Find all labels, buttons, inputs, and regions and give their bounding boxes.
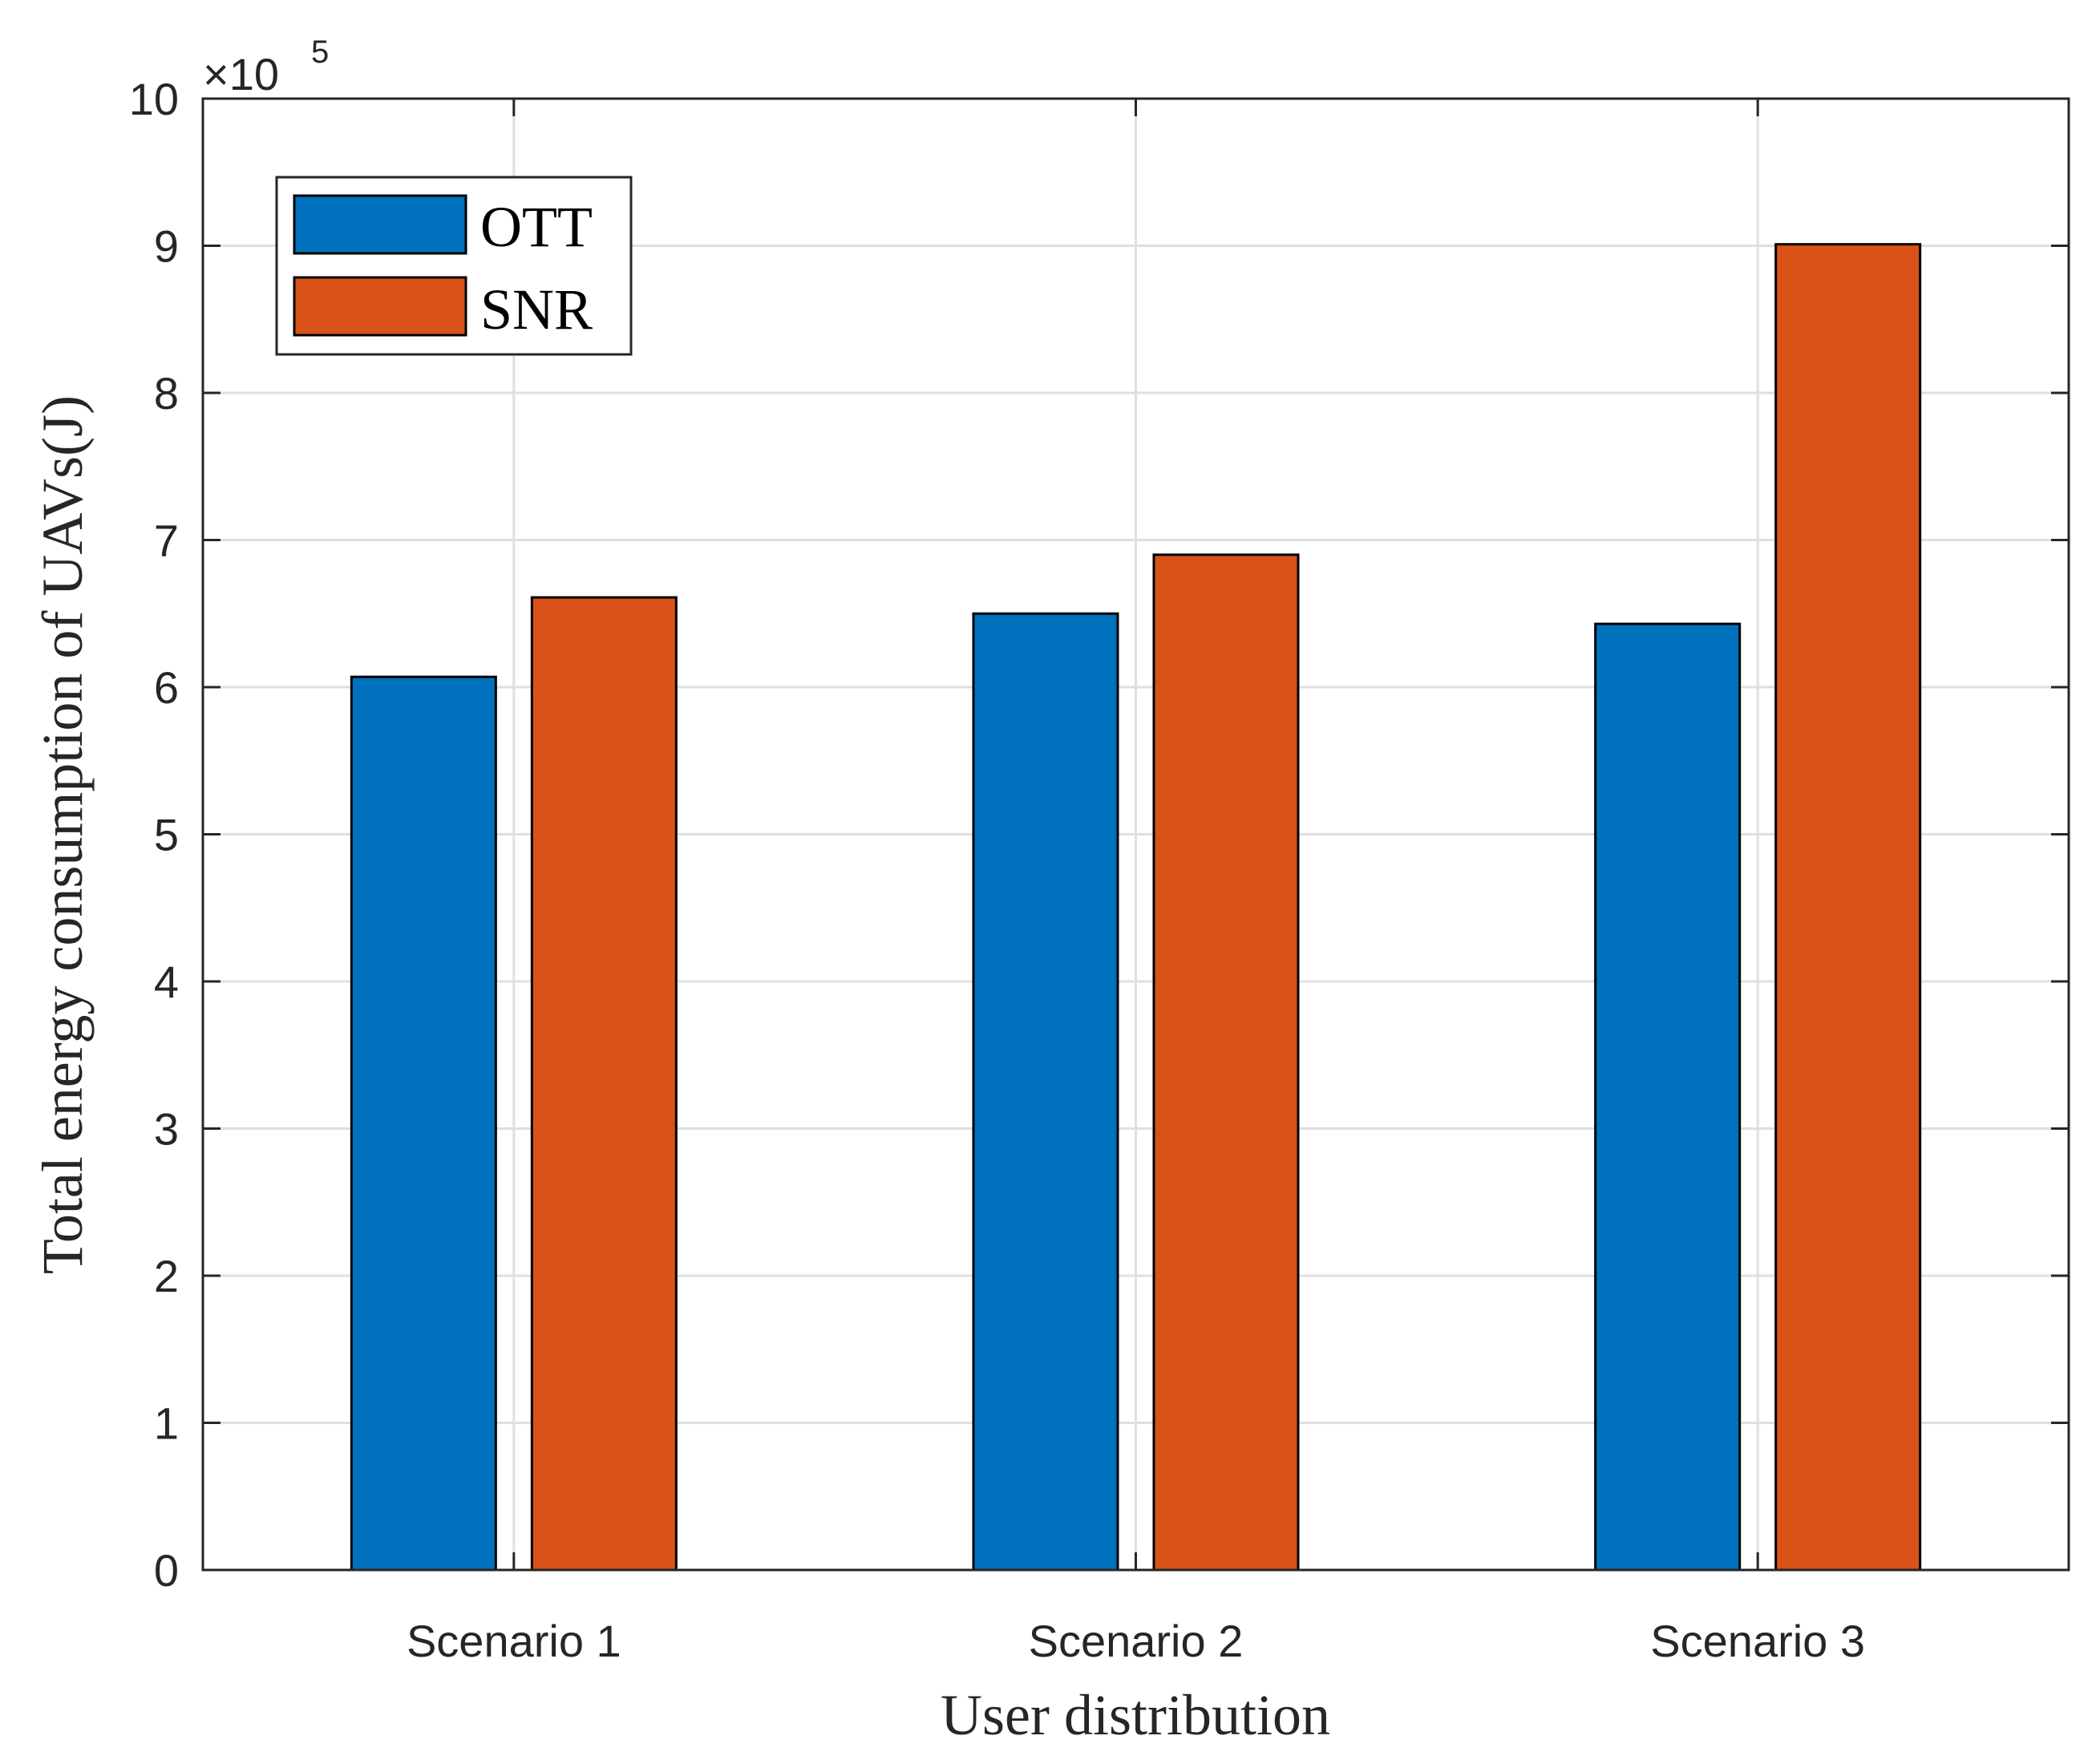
y-tick-label: 3 bbox=[154, 1104, 179, 1155]
plot-frame bbox=[201, 97, 2070, 1572]
legend-label-snr: SNR bbox=[480, 277, 593, 342]
legend-swatch-ott bbox=[293, 194, 467, 255]
legend-swatch-snr bbox=[293, 276, 467, 337]
y-tick-label: 6 bbox=[154, 662, 179, 713]
legend-item-snr: SNR bbox=[293, 276, 593, 342]
y-exponent-label: ×10 5 bbox=[203, 34, 329, 99]
bar-snr-1 bbox=[530, 596, 678, 1572]
legend-item-ott: OTT bbox=[293, 194, 593, 259]
x-tick-label: Scenario 1 bbox=[407, 1616, 621, 1666]
y-tick-label: 9 bbox=[154, 221, 179, 272]
bar-ott-1 bbox=[350, 675, 497, 1572]
x-axis-label: User distribution bbox=[941, 1683, 1330, 1747]
y-tick-labels: 0 1 2 3 4 5 6 7 8 9 10 bbox=[129, 74, 179, 1596]
y-tick-label: 0 bbox=[154, 1545, 179, 1596]
bar-snr-2 bbox=[1152, 553, 1300, 1572]
legend: OTT SNR bbox=[275, 176, 633, 356]
y-tick-label: 2 bbox=[154, 1251, 179, 1301]
bar-ott-2 bbox=[972, 612, 1119, 1572]
y-tick-label: 10 bbox=[129, 74, 179, 124]
bars-group bbox=[350, 243, 1922, 1572]
y-tick-label: 5 bbox=[154, 810, 179, 860]
y-tick-label: 7 bbox=[154, 516, 179, 566]
legend-label-ott: OTT bbox=[480, 195, 593, 259]
y-tick-label: 1 bbox=[154, 1398, 179, 1449]
bar-snr-3 bbox=[1774, 243, 1922, 1572]
x-tick-labels: Scenario 1 Scenario 2 Scenario 3 bbox=[407, 1616, 1865, 1666]
x-tick-label: Scenario 2 bbox=[1029, 1616, 1244, 1666]
y-tick-label: 4 bbox=[154, 957, 179, 1007]
y-axis-label: Total energy consumption of UAVs(J) bbox=[30, 395, 95, 1274]
y-exponent-base: ×10 bbox=[203, 49, 279, 99]
y-tick-label: 8 bbox=[154, 368, 179, 419]
bar-ott-3 bbox=[1594, 622, 1742, 1572]
x-tick-label: Scenario 3 bbox=[1650, 1616, 1865, 1666]
y-exponent-power: 5 bbox=[311, 34, 329, 70]
